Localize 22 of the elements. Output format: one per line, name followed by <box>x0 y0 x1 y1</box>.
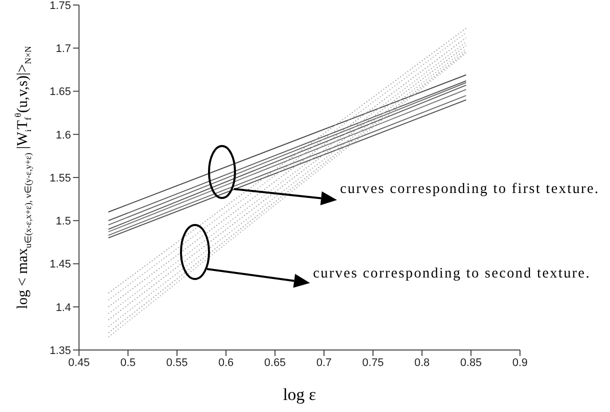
y-tick-label: 1.65 <box>50 86 71 98</box>
y-tick-label: 1.35 <box>50 344 71 357</box>
y-tick-label: 1.45 <box>50 258 71 271</box>
annotation: curves corresponding to second texture. <box>313 266 591 282</box>
x-tick-label: 0.45 <box>68 356 90 369</box>
x-tick-label: 0.85 <box>460 356 482 369</box>
x-tick-label: 0.5 <box>120 356 136 369</box>
y-tick-label: 1.75 <box>50 0 71 12</box>
x-tick-label: 0.7 <box>316 356 332 369</box>
x-axis-title: log ε <box>282 385 316 404</box>
y-tick-label: 1.55 <box>50 172 71 184</box>
x-tick-label: 0.75 <box>362 356 384 369</box>
x-tick-label: 0.9 <box>512 356 528 369</box>
y-tick-label: 1.4 <box>56 302 71 314</box>
y-tick-label: 1.7 <box>56 43 71 56</box>
x-tick-label: 0.6 <box>218 356 234 369</box>
x-tick-label: 0.55 <box>166 356 188 369</box>
x-tick-label: 0.65 <box>264 356 286 369</box>
x-tick-label: 0.8 <box>414 356 430 369</box>
y-tick-label: 1.6 <box>56 129 71 142</box>
y-tick-label: 1.5 <box>56 216 71 228</box>
annotation: curves corresponding to first texture. <box>340 180 600 197</box>
